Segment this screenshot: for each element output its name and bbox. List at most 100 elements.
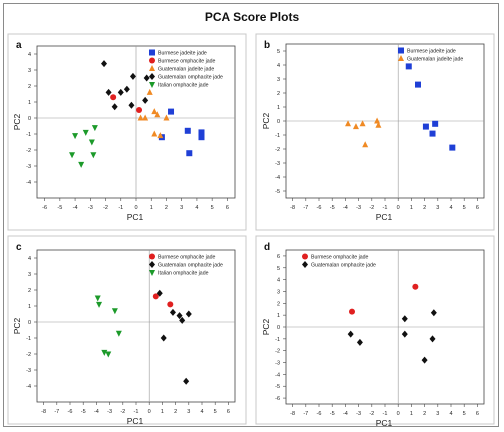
x-tick-label: 1 xyxy=(150,205,153,211)
panel-label: d xyxy=(264,242,270,253)
series xyxy=(405,63,456,151)
legend-entry: Guatemalan jadeite jade xyxy=(407,57,463,63)
y-tick-label: -3 xyxy=(275,361,280,367)
data-point xyxy=(111,103,118,111)
x-tick-label: -8 xyxy=(290,411,295,417)
y-tick-label: 3 xyxy=(28,272,31,278)
data-point xyxy=(129,72,136,80)
data-point xyxy=(374,117,381,124)
data-point xyxy=(88,139,95,146)
data-point xyxy=(186,150,193,157)
series xyxy=(69,125,98,168)
x-tick-label: -2 xyxy=(120,409,125,415)
data-point xyxy=(401,330,408,338)
data-point xyxy=(185,310,192,318)
figure-canvas: a -6 -5 -4 -3 -2 -1 0 1 2 3 4 5 6 -4 -3 -2 -1 0 1 2 3 4 PC1 PC2 B… xyxy=(7,33,495,428)
data-point xyxy=(362,141,369,148)
y-tick-label: -5 xyxy=(275,189,280,195)
series xyxy=(152,293,174,308)
x-tick-label: -5 xyxy=(81,409,86,415)
x-tick-label: -3 xyxy=(107,409,112,415)
y-tick-label: -3 xyxy=(26,368,31,374)
data-point xyxy=(375,121,382,128)
legend-marker xyxy=(149,82,155,88)
x-tick-label: 2 xyxy=(423,411,426,417)
x-tick-label: -5 xyxy=(57,205,62,211)
legend: Burmese omphacite jade Guatemalan omphaci… xyxy=(149,253,223,277)
y-tick-label: 2 xyxy=(277,91,280,97)
x-tick-label: 4 xyxy=(200,409,203,415)
x-tick-label: -2 xyxy=(103,205,108,211)
series xyxy=(345,117,382,148)
data-point xyxy=(198,134,205,141)
figure-frame: PCA Score Plots a -6 -5 -4 -3 -2 -1 0 1 2 3 4 5 6 -4 -3… xyxy=(3,3,499,428)
y-tick-label: -2 xyxy=(275,349,280,355)
x-tick-label: 0 xyxy=(397,411,400,417)
data-point xyxy=(105,351,112,358)
y-tick-label: 4 xyxy=(28,52,31,58)
data-point xyxy=(156,289,163,297)
data-point xyxy=(146,88,153,95)
x-tick-label: -5 xyxy=(330,205,335,211)
x-tick-label: 0 xyxy=(397,205,400,211)
x-tick-label: 3 xyxy=(180,205,183,211)
legend-entry: Guatemalan jadeite jade xyxy=(158,67,214,73)
y-tick-label: 4 xyxy=(277,278,280,284)
data-point xyxy=(421,356,428,364)
data-point xyxy=(142,114,149,121)
legend-marker xyxy=(149,57,155,64)
data-point xyxy=(117,88,124,96)
data-point xyxy=(184,127,191,134)
x-tick-label: -4 xyxy=(73,205,78,211)
x-tick-label: 2 xyxy=(174,409,177,415)
x-tick-label: 4 xyxy=(195,205,198,211)
data-point xyxy=(356,338,363,346)
legend: Burmese jadeite jade Guatemalan jadeite j… xyxy=(398,47,463,63)
data-point xyxy=(157,132,164,139)
x-tick-label: 6 xyxy=(476,205,479,211)
series xyxy=(101,60,150,111)
x-axis-label: PC1 xyxy=(376,418,393,428)
x-axis-label: PC1 xyxy=(127,212,144,222)
data-point xyxy=(198,129,205,136)
data-point xyxy=(345,120,352,127)
y-tick-label: -1 xyxy=(26,336,31,342)
legend-marker xyxy=(398,47,404,54)
data-point xyxy=(405,63,412,70)
y-tick-label: 0 xyxy=(277,119,280,125)
y-axis-label: PC2 xyxy=(12,113,22,130)
y-axis-label: PC2 xyxy=(12,317,22,334)
data-point xyxy=(91,125,98,132)
panel-border xyxy=(255,33,495,231)
y-tick-label: 4 xyxy=(28,256,31,262)
x-tick-label: 5 xyxy=(214,409,217,415)
legend-marker xyxy=(398,55,404,61)
x-tick-label: 3 xyxy=(436,205,439,211)
legend-entry: Burmese omphacite jade xyxy=(158,255,215,261)
x-tick-label: -1 xyxy=(383,411,388,417)
y-tick-label: -4 xyxy=(275,175,280,181)
y-tick-label: 2 xyxy=(28,84,31,90)
y-tick-label: -1 xyxy=(275,133,280,139)
x-tick-label: -7 xyxy=(303,205,308,211)
x-tick-label: -7 xyxy=(54,409,59,415)
series xyxy=(137,88,170,139)
series xyxy=(110,94,143,113)
panel-label: a xyxy=(16,40,22,51)
legend-entry: Burmese omphacite jade xyxy=(311,255,368,261)
data-point xyxy=(432,120,439,127)
x-tick-label: -6 xyxy=(42,205,47,211)
x-tick-label: 5 xyxy=(463,411,466,417)
legend-entry: Guatemalan omphacite jade xyxy=(158,75,223,81)
series xyxy=(94,295,122,358)
x-tick-label: -4 xyxy=(94,409,99,415)
x-tick-label: -6 xyxy=(317,205,322,211)
y-tick-label: -1 xyxy=(275,337,280,343)
panel-border xyxy=(255,235,495,425)
panel-border xyxy=(7,235,247,425)
x-tick-label: 0 xyxy=(134,205,137,211)
legend-marker xyxy=(149,261,155,268)
x-tick-label: 5 xyxy=(463,205,466,211)
data-point xyxy=(143,74,150,82)
y-tick-label: -3 xyxy=(275,161,280,167)
